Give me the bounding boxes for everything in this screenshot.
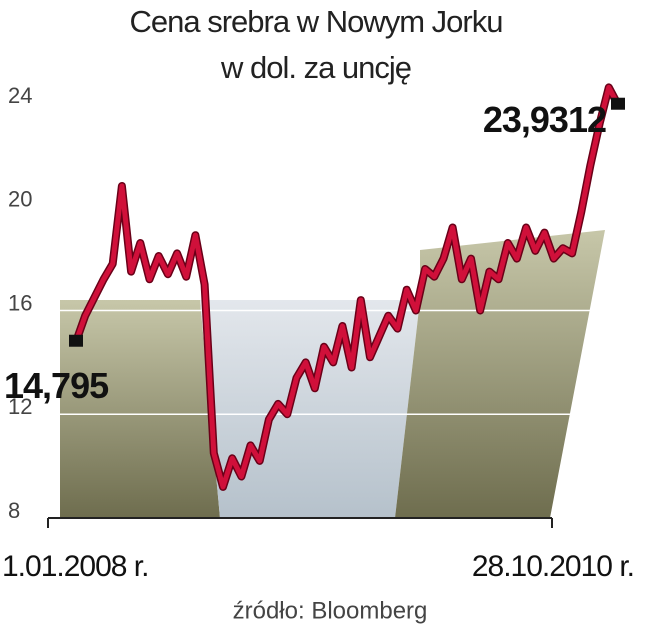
end-marker (69, 334, 83, 347)
y-tick-label: 8 (8, 498, 20, 523)
x-tick-label: 28.10.2010 r. (472, 550, 634, 583)
line (73, 84, 621, 490)
background-area (395, 230, 605, 518)
y-tick-label: 12 (8, 394, 32, 419)
background-area (60, 300, 220, 518)
chart-subtitle: w dol. za uncję (220, 50, 411, 85)
chart-title: Cena srebra w Nowym Jorku (130, 4, 503, 39)
source: źródło: Bloomberg (233, 597, 428, 624)
y-tick-label: 20 (8, 187, 32, 212)
background-area (200, 300, 420, 518)
value-label: 14,795 (4, 365, 109, 406)
y-tick-label: 16 (8, 290, 32, 315)
x-tick-label: 1.01.2008 r. (2, 550, 148, 583)
end-marker (611, 97, 625, 110)
value-label: 23,9312 (483, 99, 606, 140)
y-tick-label: 24 (8, 83, 32, 108)
